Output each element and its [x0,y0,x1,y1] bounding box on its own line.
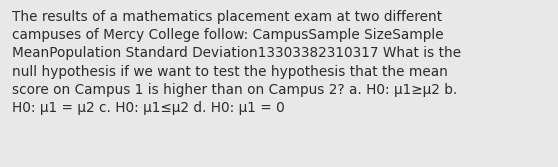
Text: The results of a mathematics placement exam at two different
campuses of Mercy C: The results of a mathematics placement e… [12,10,461,115]
